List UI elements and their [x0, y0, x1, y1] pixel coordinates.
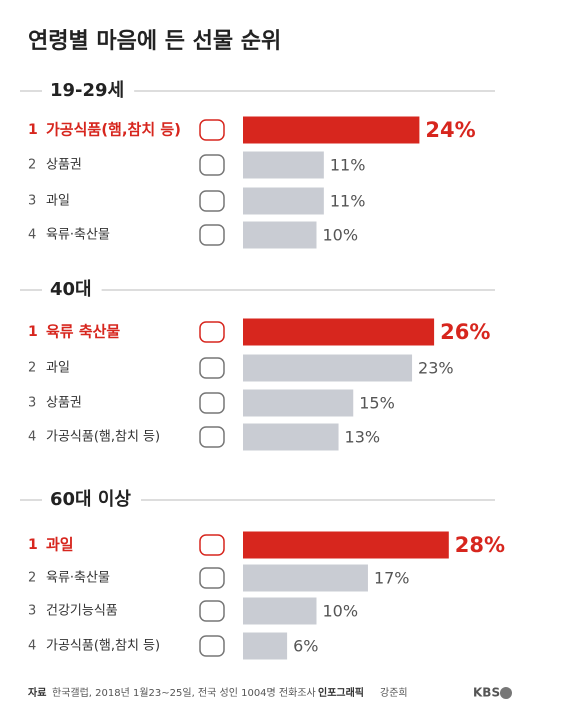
category-label: 가공식품(햄,참치 등)	[46, 638, 160, 654]
category-label: 육류·축산물	[46, 228, 110, 243]
bar	[243, 187, 324, 215]
bar	[243, 221, 317, 249]
icon	[199, 224, 225, 246]
category-label: 과일	[46, 536, 74, 554]
value-label: 28%	[455, 533, 505, 557]
bar	[243, 531, 449, 559]
icon	[199, 426, 225, 448]
bar	[243, 423, 339, 451]
icon	[199, 567, 225, 589]
rank: 4	[28, 430, 36, 445]
rank: 4	[28, 228, 36, 243]
value-label: 23%	[418, 359, 454, 378]
logo-mark	[500, 687, 512, 699]
rank: 3	[28, 396, 36, 411]
icon	[199, 190, 225, 212]
rank: 3	[28, 604, 36, 619]
group-title: 19-29세	[50, 80, 124, 101]
icon	[199, 357, 225, 379]
value-label: 15%	[359, 394, 395, 413]
rank: 1	[28, 122, 38, 138]
value-label: 11%	[330, 192, 366, 211]
icon	[199, 534, 225, 556]
rank: 1	[28, 324, 38, 340]
bar	[243, 151, 324, 179]
icon	[199, 321, 225, 343]
category-label: 상품권	[46, 158, 82, 173]
category-label: 과일	[46, 194, 70, 209]
bar	[243, 632, 288, 660]
value-label: 6%	[293, 637, 318, 656]
category-label: 상품권	[46, 396, 82, 411]
icon	[199, 600, 225, 622]
group-title: 40대	[50, 279, 92, 300]
value-label: 11%	[330, 156, 366, 175]
value-label: 26%	[440, 320, 490, 344]
bar	[243, 597, 317, 625]
icon	[199, 154, 225, 176]
icon	[199, 635, 225, 657]
group-title: 60대 이상	[50, 489, 131, 510]
icon	[199, 119, 225, 141]
bar	[243, 564, 368, 592]
category-label: 건강기능식품	[46, 604, 118, 619]
value-label: 17%	[374, 569, 410, 588]
value-label: 10%	[323, 602, 359, 621]
value-label: 13%	[345, 428, 381, 447]
category-label: 과일	[46, 361, 70, 376]
logo: KBS	[473, 686, 500, 700]
rank: 2	[28, 158, 36, 173]
bar	[243, 354, 413, 382]
icon	[199, 392, 225, 414]
bar	[243, 116, 420, 144]
credit-label: 인포그래픽	[318, 686, 364, 699]
credit: 강준희	[380, 687, 408, 699]
bar	[243, 389, 354, 417]
source-label: 자료	[28, 686, 46, 699]
category-label: 가공식품(햄,참치 등)	[46, 429, 160, 445]
bar	[243, 318, 435, 346]
value-label: 24%	[425, 118, 475, 142]
rank: 3	[28, 194, 36, 209]
category-label: 가공식품(햄,참치 등)	[46, 121, 181, 139]
rank: 4	[28, 639, 36, 654]
value-label: 10%	[323, 226, 359, 245]
category-label: 육류 축산물	[46, 323, 120, 341]
source: 한국갤럽, 2018년 1월23~25일, 전국 성인 1004명 전화조사	[52, 687, 316, 699]
category-label: 육류·축산물	[46, 571, 110, 586]
rank: 1	[28, 537, 38, 553]
rank: 2	[28, 571, 36, 586]
title: 연령별 마음에 든 선물 순위	[28, 29, 281, 54]
rank: 2	[28, 361, 36, 376]
